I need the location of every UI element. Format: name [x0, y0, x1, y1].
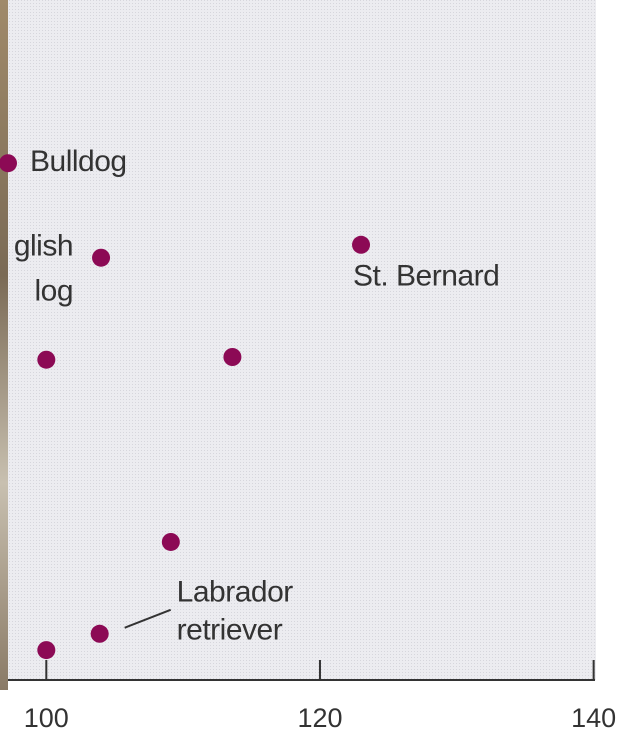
- point-label: Bulldog: [30, 145, 127, 178]
- point: [90, 624, 109, 643]
- point: [37, 641, 56, 660]
- x-tick-label: 140: [571, 703, 616, 733]
- point-label: glish: [14, 230, 73, 263]
- point: [223, 348, 242, 366]
- point: [161, 532, 180, 551]
- point-label: St. Bernard: [353, 260, 499, 293]
- point-label: retriever: [177, 614, 283, 647]
- point: [352, 235, 371, 254]
- leader-line: [124, 608, 172, 629]
- point: [37, 350, 56, 369]
- point-label: log: [34, 275, 73, 308]
- point: [92, 248, 111, 267]
- photo-strip: [0, 0, 8, 690]
- x-tick-label: 100: [24, 703, 69, 733]
- point: [0, 154, 17, 173]
- x-tick-label: 120: [297, 703, 342, 733]
- plot-area: [8, 0, 596, 680]
- point-label: Labrador: [177, 576, 294, 609]
